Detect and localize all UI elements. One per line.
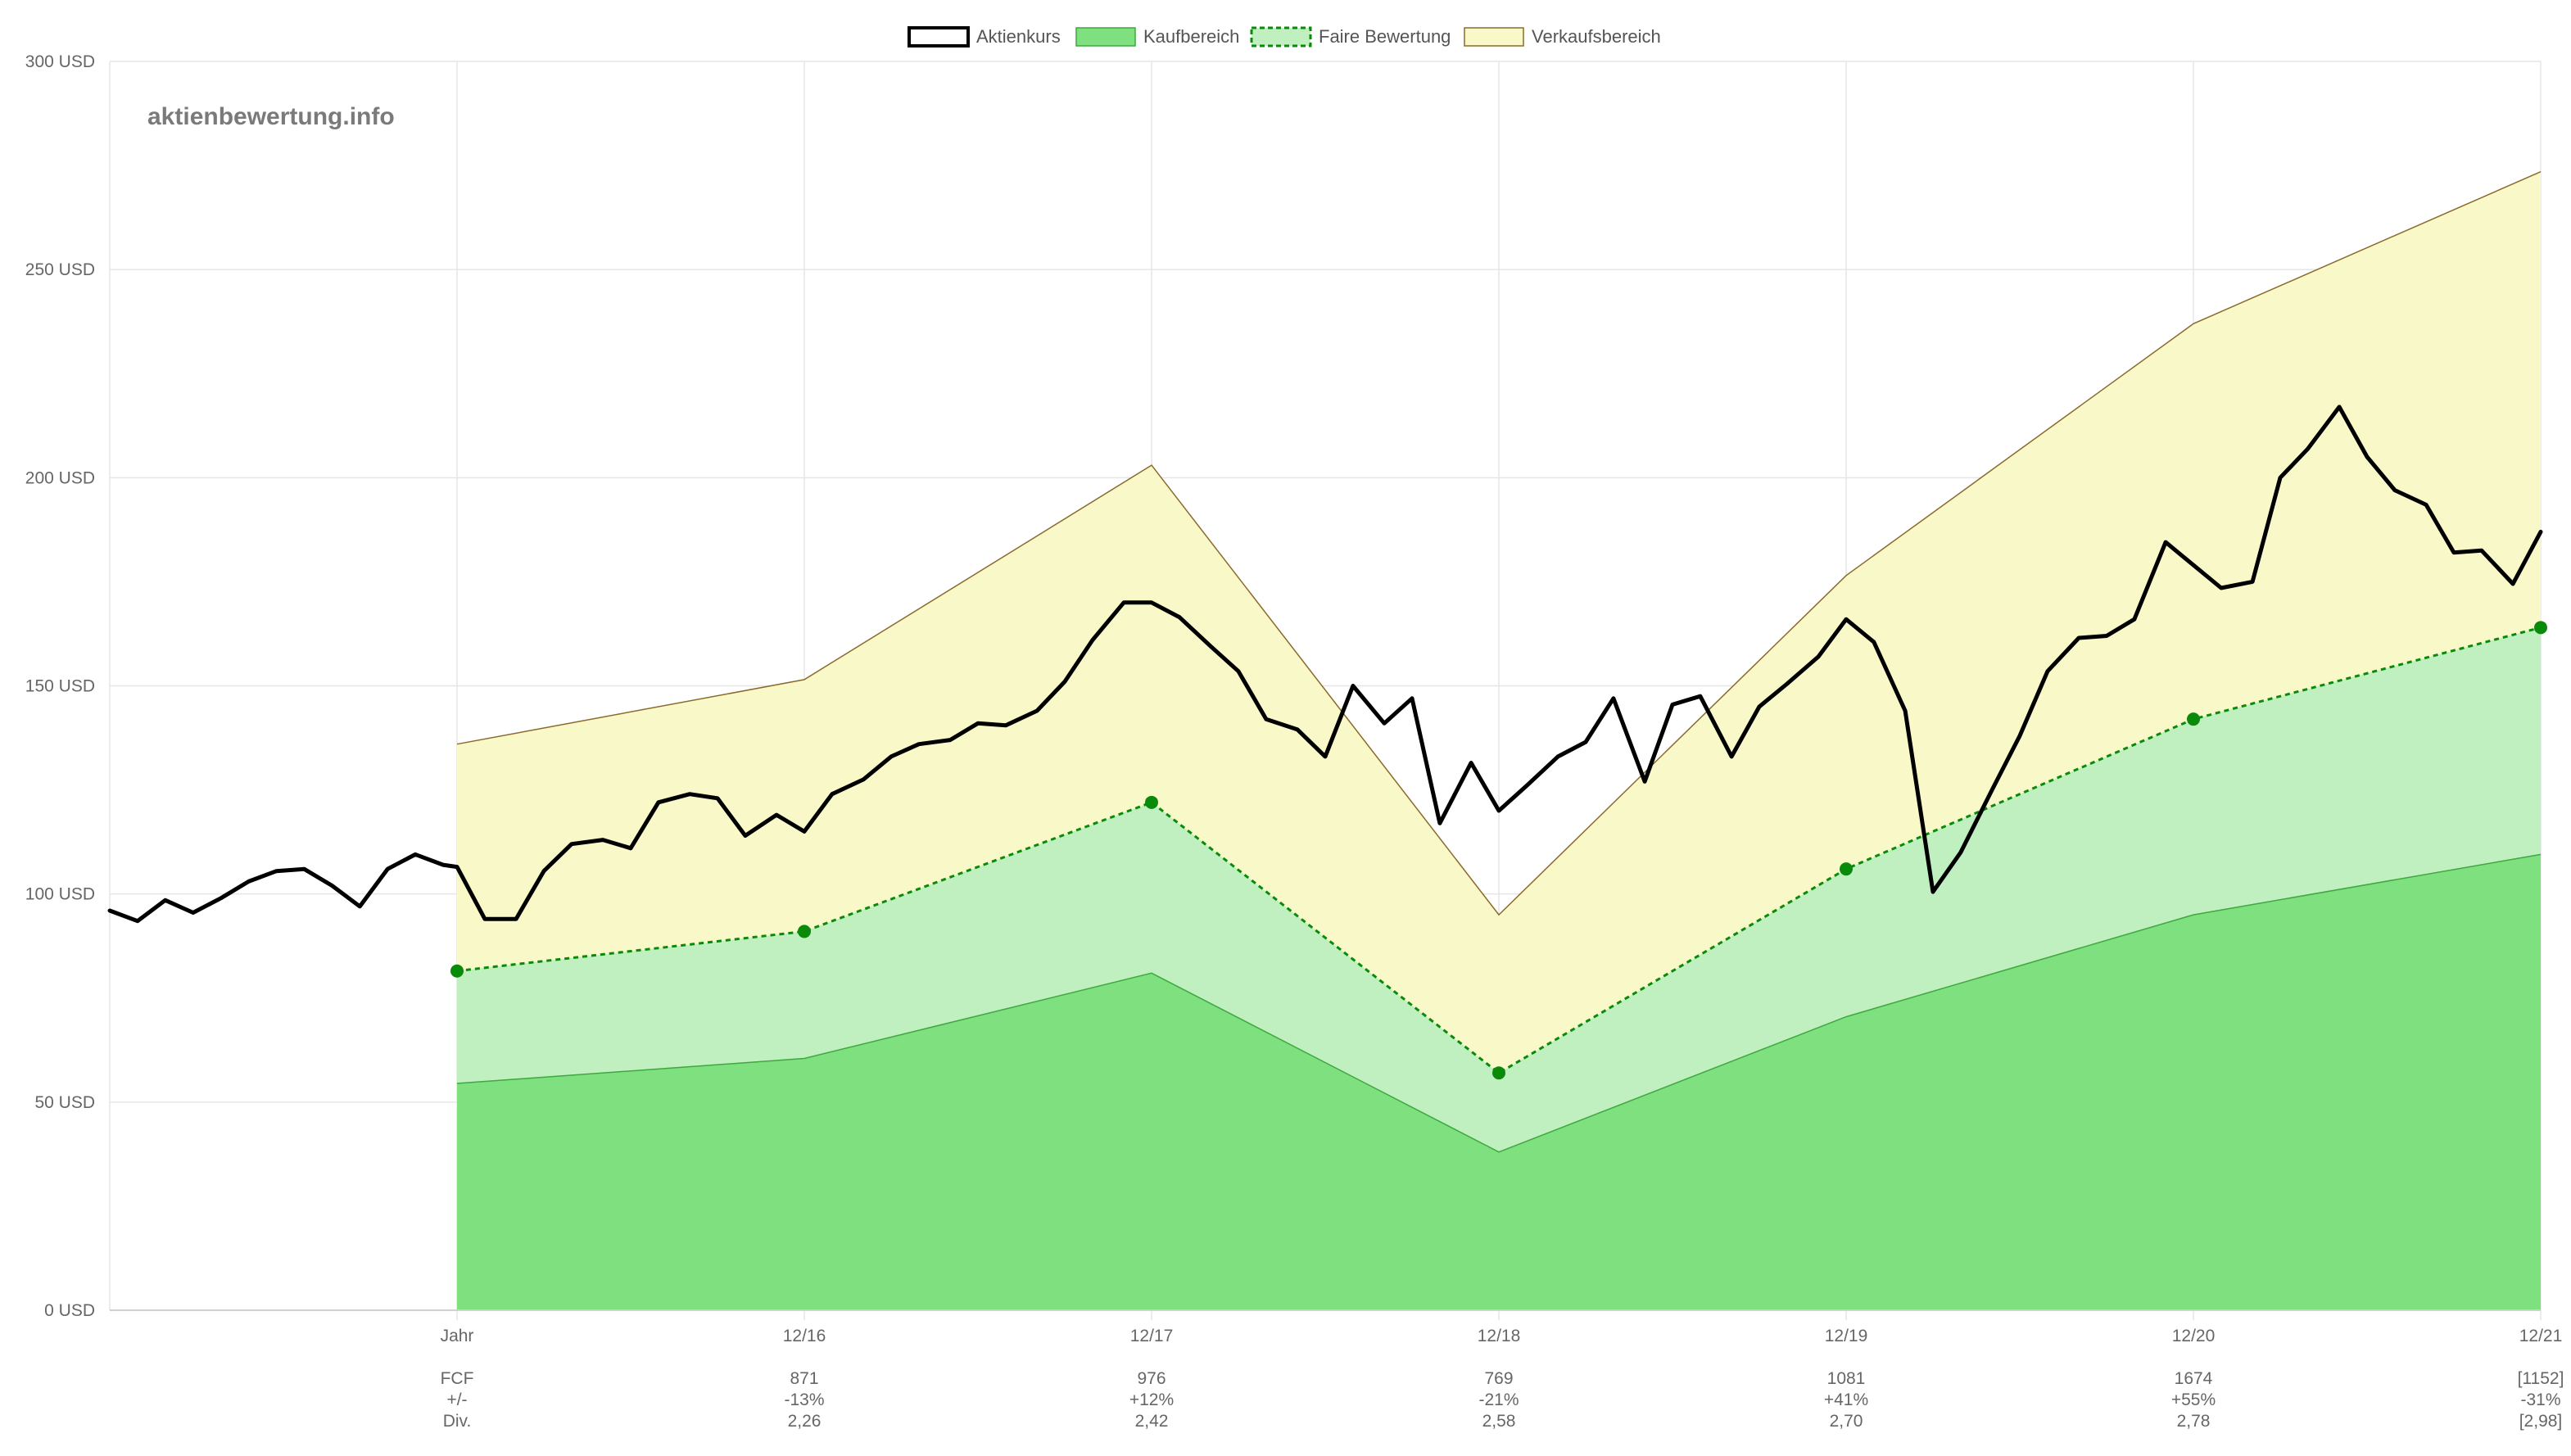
price-line-layer: [107, 405, 2547, 1080]
y-tick-label: 0 USD: [44, 1301, 95, 1320]
verkaufsbereich-upper-line: [456, 171, 2542, 916]
verkaufsbereich-area: [457, 171, 2541, 1074]
faire-bewertung-area: [457, 627, 2541, 1152]
x-tick-label: 12/16: [783, 1327, 826, 1345]
legend-faire-bewertung[interactable]: Faire Bewertung: [1250, 26, 1451, 47]
legend-verkaufsbereich[interactable]: Verkaufsbereich: [1464, 26, 1661, 47]
x-tick-label: 12/20: [2172, 1327, 2216, 1345]
y-tick-label: 200 USD: [25, 468, 95, 487]
footer-change-value: -31%: [2520, 1390, 2560, 1409]
footer-fcf-value: 976: [1137, 1369, 1166, 1388]
legend-kaufbereich[interactable]: Kaufbereich: [1075, 26, 1239, 47]
aktienkurs-line[interactable]: [107, 405, 2543, 924]
faire-bewertung-point[interactable]: [1840, 862, 1853, 876]
kaufbereich-area: [457, 854, 2541, 1310]
legend-label: Faire Bewertung: [1319, 26, 1451, 47]
valuation-areas: [456, 171, 2542, 1310]
footer-div-value: [2,98]: [2519, 1412, 2563, 1431]
y-tick-label: 150 USD: [25, 677, 95, 696]
kaufbereich-upper-line: [456, 853, 2542, 1153]
watermark-logo: aktienbewertung.info: [147, 103, 395, 130]
y-tick-label: 250 USD: [25, 260, 95, 279]
y-tick-label: 100 USD: [25, 885, 95, 904]
footer-change-value: -21%: [1478, 1390, 1519, 1409]
legend-label: Aktienkurs: [976, 26, 1061, 47]
footer-fcf-value: [1152]: [2518, 1369, 2564, 1388]
footer-row-label: +/-: [446, 1390, 467, 1409]
legend-aktienkurs[interactable]: Aktienkurs: [908, 26, 1061, 47]
faire-bewertung-point[interactable]: [1492, 1066, 1505, 1080]
x-tick-label: 12/19: [1825, 1327, 1868, 1345]
axes: 0 USD 50 USD 100 USD 150 USD 200 USD 250 USD 3…: [25, 52, 2563, 1345]
legend-swatch: [1250, 26, 1312, 47]
legend-label: Verkaufsbereich: [1532, 26, 1661, 47]
footer-div-value: 2,42: [1135, 1412, 1169, 1431]
footer-div-value: 2,70: [1830, 1412, 1863, 1431]
legend-swatch: [1464, 27, 1524, 47]
faire-bewertung-point[interactable]: [2534, 621, 2547, 635]
faire-bewertung-point[interactable]: [2187, 712, 2200, 726]
legend-label: Kaufbereich: [1143, 26, 1239, 47]
x-tick-label: 12/18: [1478, 1327, 1521, 1345]
footer-change-value: +41%: [1824, 1390, 1868, 1409]
footer-fcf-value: 871: [790, 1369, 818, 1388]
footer-change-value: -13%: [784, 1390, 824, 1409]
legend[interactable]: Aktienkurs Kaufbereich Faire Bewertung Verk…: [908, 26, 1661, 47]
legend-swatch: [908, 26, 970, 47]
footer-row-label: FCF: [441, 1369, 474, 1388]
footer-div-value: 2,26: [788, 1412, 822, 1431]
fundamentals-table: FCF +/- Div. 871 -13% 2,26 976 +12% 2,42 769 -21% 2…: [441, 1369, 2564, 1431]
footer-fcf-value: 769: [1484, 1369, 1513, 1388]
faire-bewertung-point[interactable]: [450, 964, 464, 978]
faire-bewertung-point[interactable]: [798, 925, 811, 938]
footer-change-value: +12%: [1129, 1390, 1174, 1409]
x-tick-label: 12/17: [1130, 1327, 1174, 1345]
legend-swatch: [1075, 27, 1136, 47]
y-tick-label: 50 USD: [34, 1093, 95, 1112]
footer-fcf-value: 1081: [1827, 1369, 1866, 1388]
y-tick-label: 300 USD: [25, 52, 95, 71]
x-tick-label: Jahr: [441, 1327, 474, 1345]
x-tick-label: 12/21: [2519, 1327, 2563, 1345]
footer-row-label: Div.: [443, 1412, 472, 1431]
footer-change-value: +55%: [2171, 1390, 2216, 1409]
faire-bewertung-point[interactable]: [1145, 795, 1158, 809]
footer-fcf-value: 1674: [2175, 1369, 2213, 1388]
footer-div-value: 2,58: [1482, 1412, 1516, 1431]
footer-div-value: 2,78: [2177, 1412, 2211, 1431]
